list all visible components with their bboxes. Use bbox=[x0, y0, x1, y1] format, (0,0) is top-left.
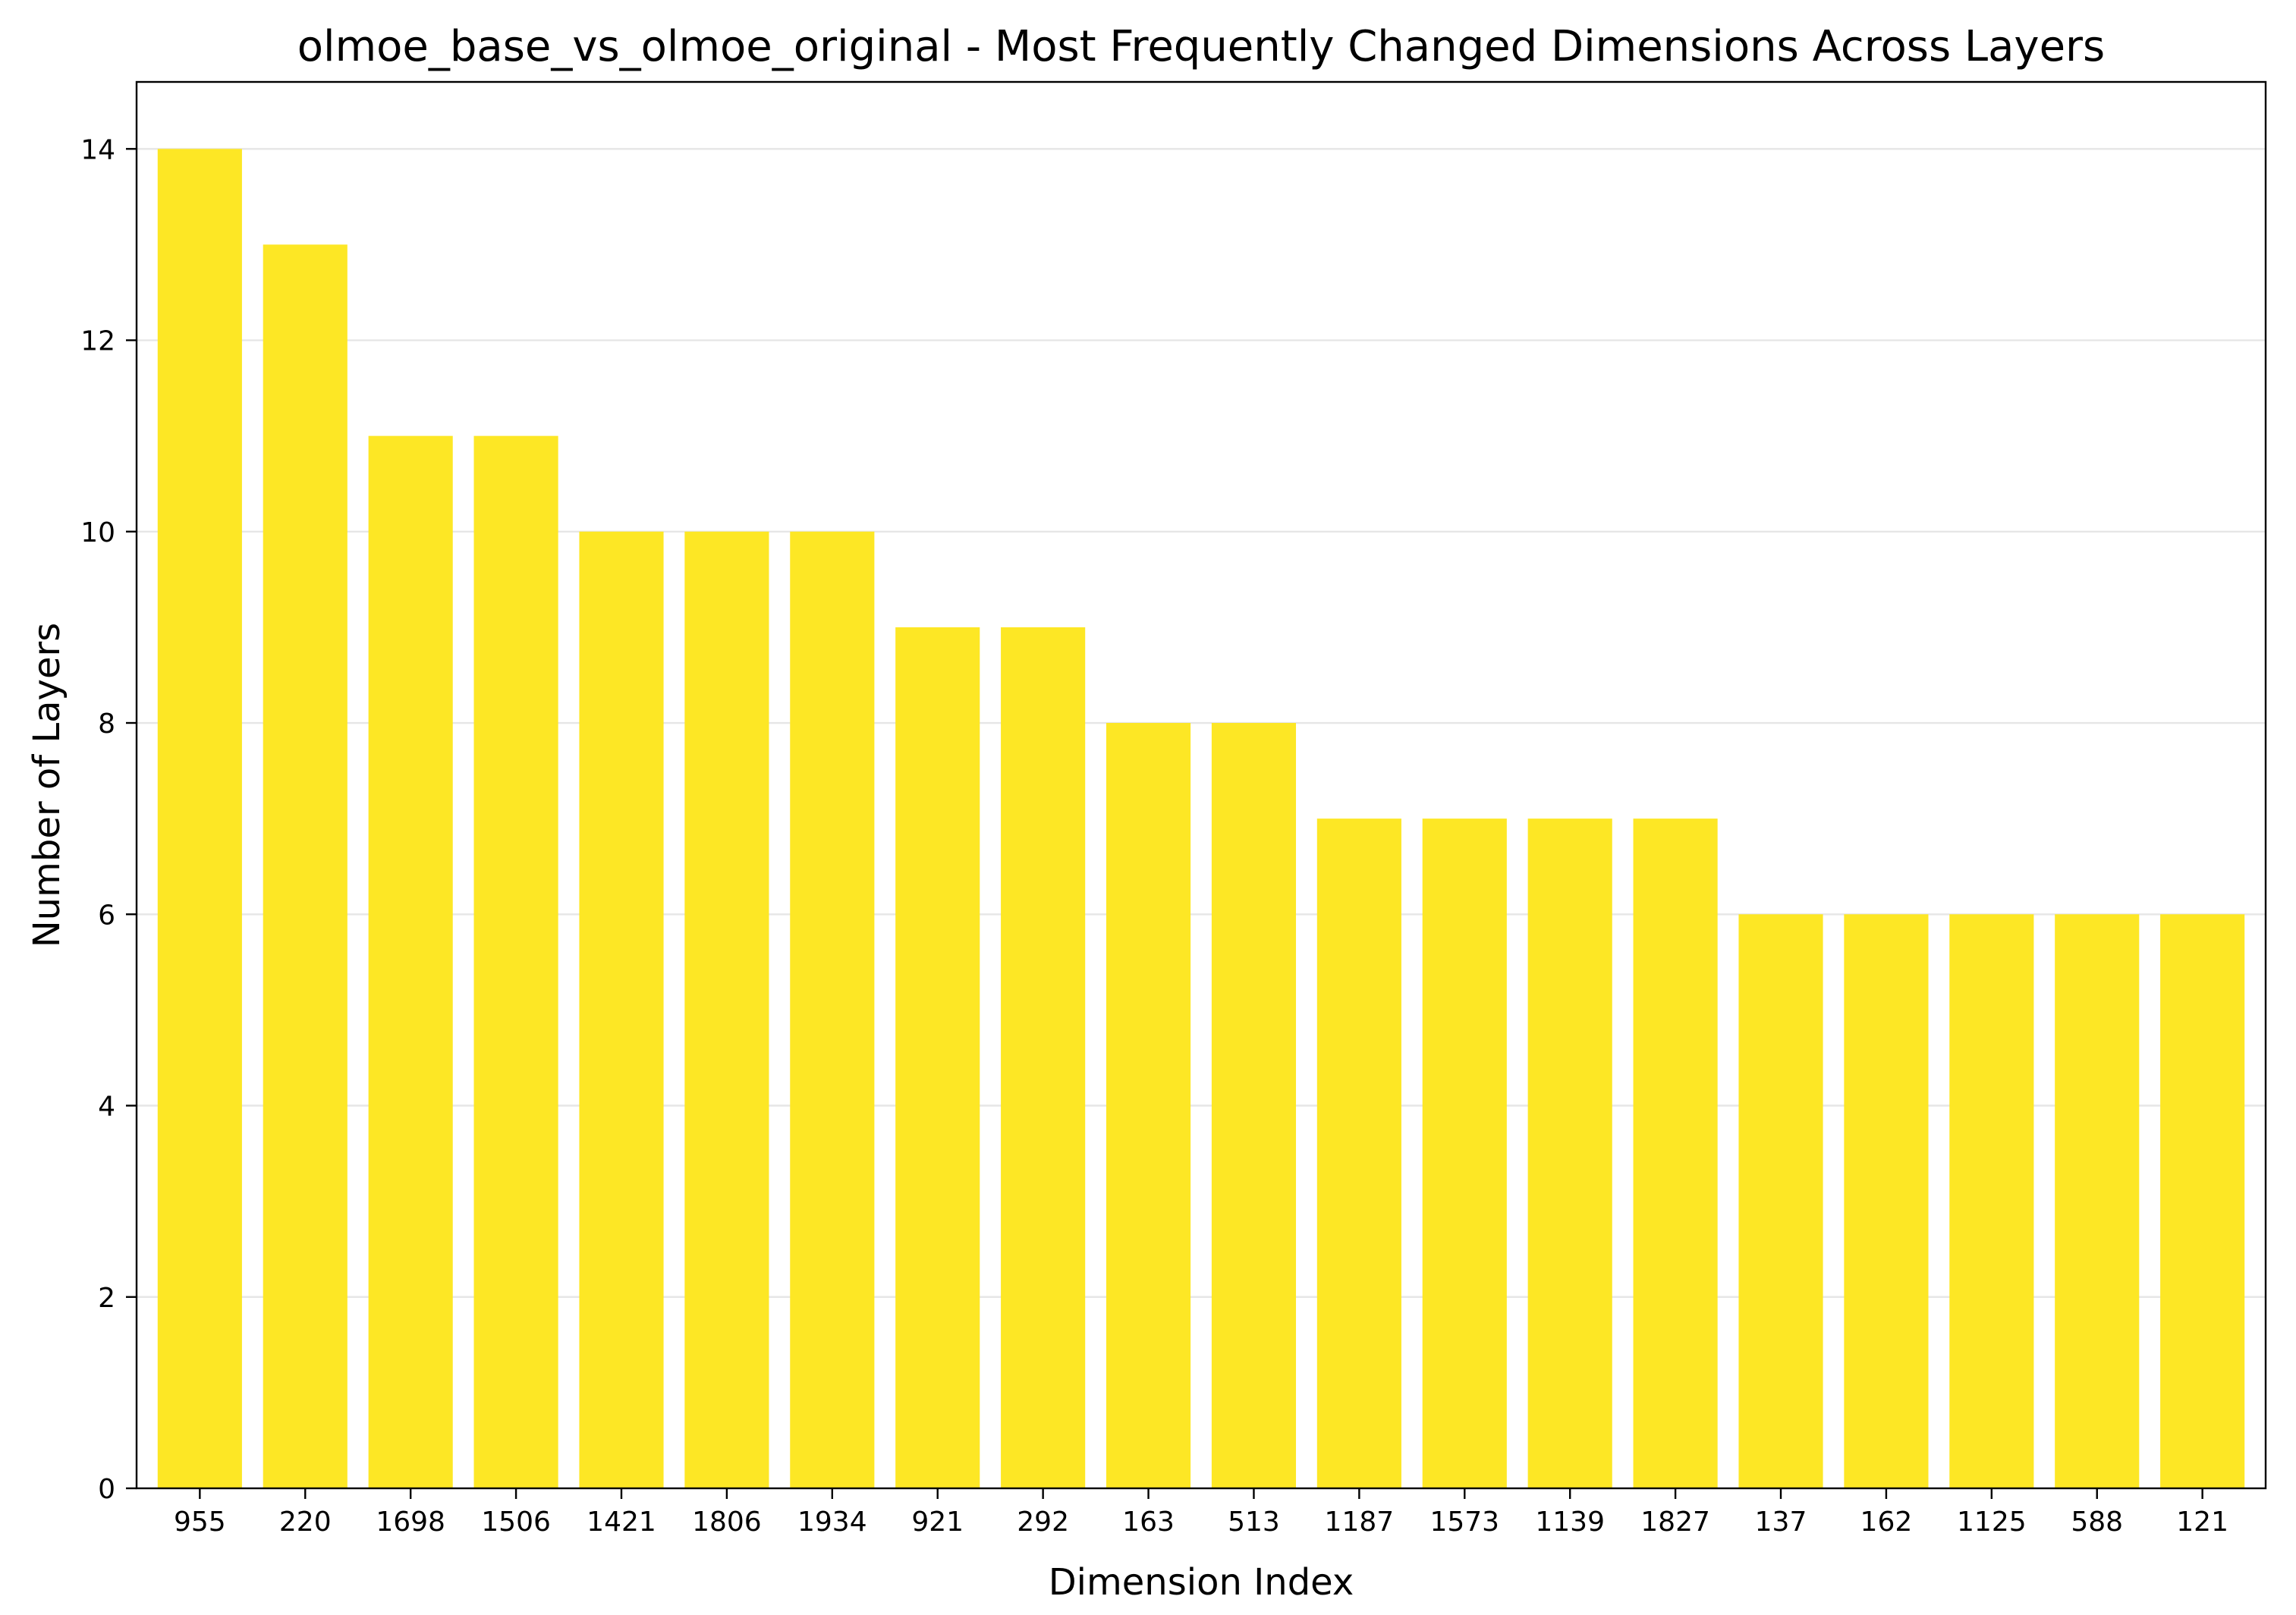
bar-1139 bbox=[1527, 818, 1612, 1488]
x-tick-label: 1698 bbox=[376, 1507, 445, 1538]
bar-513 bbox=[1211, 723, 1297, 1488]
chart-title: olmoe_base_vs_olmoe_original - Most Freq… bbox=[297, 22, 2105, 71]
bar-1125 bbox=[1949, 914, 2034, 1488]
x-tick-label: 1506 bbox=[481, 1507, 551, 1538]
bar-292 bbox=[1001, 627, 1086, 1488]
x-tick-label: 588 bbox=[2071, 1507, 2123, 1538]
x-tick-label: 1187 bbox=[1325, 1507, 1395, 1538]
x-tick-label: 921 bbox=[911, 1507, 964, 1538]
bar-588 bbox=[2055, 914, 2140, 1488]
bar-1698 bbox=[368, 435, 453, 1488]
y-tick-label: 8 bbox=[98, 709, 115, 740]
bars-layer bbox=[157, 149, 2245, 1488]
y-axis-label: Number of Layers bbox=[26, 623, 68, 947]
bar-1506 bbox=[473, 435, 558, 1488]
x-tick-label: 1125 bbox=[1957, 1507, 2027, 1538]
x-axis: 955 220 1698 1506 1421 1806 1934 921 292 163 513 11… bbox=[174, 1488, 2228, 1538]
y-tick-label: 2 bbox=[98, 1283, 115, 1314]
x-tick-label: 1139 bbox=[1535, 1507, 1605, 1538]
grid-layer bbox=[137, 148, 2266, 1298]
bar-163 bbox=[1106, 723, 1191, 1488]
y-tick-label: 12 bbox=[80, 326, 115, 357]
x-tick-label: 121 bbox=[2176, 1507, 2228, 1538]
bar-162 bbox=[1844, 914, 1929, 1488]
x-tick-label: 292 bbox=[1017, 1507, 1069, 1538]
bar-955 bbox=[157, 149, 242, 1488]
bar-1573 bbox=[1422, 818, 1507, 1488]
x-tick-label: 1573 bbox=[1429, 1507, 1499, 1538]
x-tick-label: 137 bbox=[1755, 1507, 1807, 1538]
y-tick-label: 10 bbox=[80, 517, 115, 548]
y-tick-label: 0 bbox=[98, 1474, 115, 1505]
x-tick-label: 163 bbox=[1122, 1507, 1175, 1538]
x-tick-label: 955 bbox=[174, 1507, 226, 1538]
bar-1934 bbox=[790, 531, 875, 1488]
y-axis: 0 2 4 6 8 10 12 14 bbox=[80, 134, 137, 1505]
x-tick-label: 513 bbox=[1228, 1507, 1280, 1538]
x-tick-label: 1421 bbox=[587, 1507, 656, 1538]
y-tick-label: 14 bbox=[80, 134, 115, 165]
x-tick-label: 1806 bbox=[692, 1507, 762, 1538]
bar-1421 bbox=[579, 531, 664, 1488]
bar-137 bbox=[1738, 914, 1823, 1488]
y-tick-label: 4 bbox=[98, 1092, 115, 1123]
bar-121 bbox=[2160, 914, 2245, 1488]
x-tick-label: 162 bbox=[1860, 1507, 1913, 1538]
bar-1806 bbox=[684, 531, 769, 1488]
bar-1187 bbox=[1316, 818, 1401, 1488]
plot-frame bbox=[135, 80, 2267, 1490]
x-tick-label: 1934 bbox=[797, 1507, 867, 1538]
x-axis-label: Dimension Index bbox=[1049, 1561, 1354, 1604]
x-tick-label: 220 bbox=[279, 1507, 332, 1538]
bar-921 bbox=[895, 627, 980, 1488]
bar-220 bbox=[263, 244, 348, 1488]
y-tick-label: 6 bbox=[98, 900, 115, 931]
bar-1827 bbox=[1633, 818, 1718, 1488]
x-tick-label: 1827 bbox=[1640, 1507, 1710, 1538]
